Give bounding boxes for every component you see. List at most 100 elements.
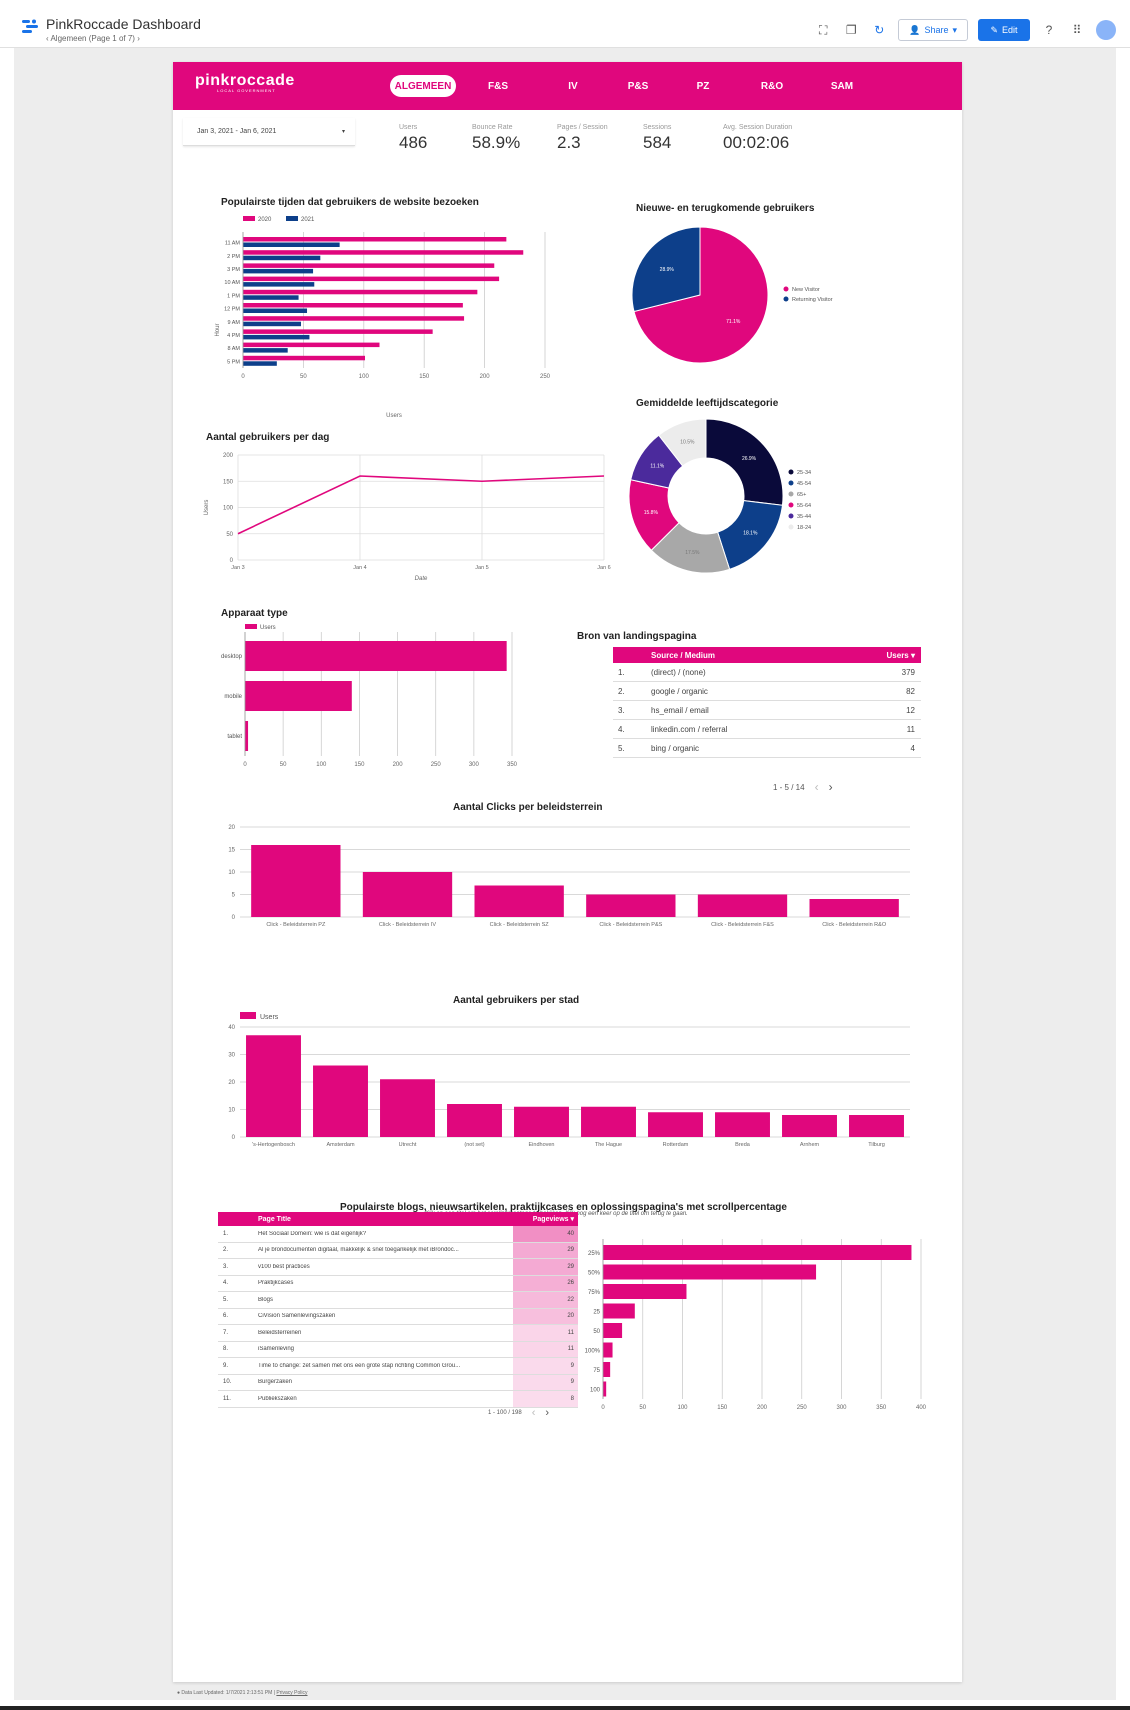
table-row[interactable]: 4. Praktijkcases 26 [218,1275,578,1292]
metric-value: 584 [643,133,672,152]
pager-text: 1 - 5 / 14 [773,782,805,792]
bar [243,255,321,261]
apps-grid-icon[interactable]: ⠿ [1072,23,1082,37]
report-title[interactable]: PinkRoccade Dashboard [46,16,201,32]
page-title[interactable]: iSamenleving [258,1346,295,1353]
metric-label: Sessions [643,124,672,131]
chevron-left-icon[interactable]: ‹ [814,780,819,794]
pencil-icon: ✎ [990,24,999,35]
hours-bar-chart[interactable]: 2020 2021 0 50 100 150 200 250 11 AM 2 PM 3 PM 10 A… [211,210,571,420]
page-title-header[interactable]: Page Title [258,1215,291,1223]
y-tick-label: 20 [228,1080,235,1086]
table-row[interactable]: 5. Blogs 22 [218,1292,578,1309]
chevron-left-icon[interactable]: ‹ [531,1407,536,1419]
fullscreen-icon[interactable]: ⛶ [819,22,828,37]
page-title[interactable]: CiVision Samenlevingszaken [258,1313,336,1320]
city-bar-chart[interactable]: Users 0 10 20 30 40 's-Hertogenbosch Amsterdam U… [218,1012,918,1147]
pie-slice [631,226,701,313]
date-range-picker[interactable]: Jan 3, 2021 - Jan 6, 2021 ▾ [183,118,355,146]
page-title[interactable]: Publiekszaken [258,1395,297,1402]
x-tick-label: 300 [836,1405,847,1411]
nav-tab-3[interactable]: P&S [627,80,649,92]
table-row[interactable]: 2. Al je brondocumenten digitaal, makkeli… [218,1242,578,1259]
device-bar-chart[interactable]: Users 0 50 100 150 200 250 300 350 desktop mobile t… [213,622,543,772]
table-row[interactable]: 2. google / organic 82 [613,682,921,701]
table-row[interactable]: 1. (direct) / (none) 379 [613,663,921,682]
users-header[interactable]: Users ▾ [886,650,915,660]
row-number: 5. [618,743,625,753]
avatar[interactable] [1096,20,1116,40]
page-navigator[interactable]: ‹ Algemeen (Page 1 of 7) › [46,34,140,43]
bar [603,1362,611,1377]
x-tick-label: Jan 5 [475,565,488,571]
table-row[interactable]: 4. linkedin.com / referral 11 [613,720,921,739]
next-page-icon[interactable]: › [137,34,140,43]
copy-icon[interactable]: ❐ [845,23,857,37]
page-title[interactable]: Time to change: zet samen met ons een gr… [258,1362,461,1369]
legend-swatch [240,1012,256,1019]
table-row[interactable]: 1. Het Sociaal Domein: wie is dat eigenli… [218,1226,578,1243]
table-row[interactable]: 7. Beleidsterreinen 11 [218,1325,578,1342]
row-number: 1. [223,1230,229,1237]
table-header: Source / Medium Users ▾ [613,647,921,663]
table-row[interactable]: 3. v100 best practices 29 [218,1259,578,1276]
bar [447,1104,502,1137]
y-category-label: 75% [588,1290,601,1296]
clicks-bar-chart[interactable]: 0 5 10 15 20 Click - Beleidsterrein PZ Click -… [218,822,918,937]
legend-label: 65+ [797,492,806,498]
brand-subtitle: LOCAL GOVERNMENT [217,88,276,93]
privacy-policy-link[interactable]: Privacy Policy [276,1690,308,1696]
page-title[interactable]: Het Sociaal Domein: wie is dat eigenlijk… [258,1230,367,1237]
nav-tab-5[interactable]: R&O [760,80,784,92]
daily-line-chart[interactable]: 0 50 100 150 200 Jan 3 Jan 4 Jan 5 Jan 6 Users Dat… [198,447,618,587]
slice-value-label: 17.5% [685,550,700,556]
nav-tab-0[interactable]: ALGEMEEN [390,75,456,97]
help-icon[interactable]: ? [1045,23,1053,37]
source-header[interactable]: Source / Medium [651,650,716,660]
bar [243,342,380,348]
share-button[interactable]: 👤 Share ▾ [898,19,968,41]
age-donut-chart[interactable]: 26.9% 25-34 18.1% 45-54 17.5% 65+ 15.8% 55-64 11… [628,414,868,584]
prev-page-icon[interactable]: ‹ [46,34,49,43]
nav-tab-2[interactable]: IV [568,80,578,92]
scroll-bar-chart[interactable]: 0 50 100 150 200 250 300 350 400 25% 50% 75% 25 50 100… [573,1237,933,1417]
visitors-pie-chart[interactable]: 71.1% New Visitor 28.9% Returning Visitor [628,222,868,382]
page-title[interactable]: Al je brondocumenten digitaal, makkelijk… [258,1247,459,1254]
table-row[interactable]: 10. Burgerzaken 9 [218,1374,578,1391]
chevron-right-icon[interactable]: › [828,780,833,794]
nav-tab-6[interactable]: SAM [830,80,854,92]
table-row[interactable]: 8. iSamenleving 11 [218,1341,578,1358]
pageviews-header[interactable]: Pageviews ▾ [532,1216,574,1223]
legend-label: 25-34 [797,470,811,476]
toolbar: ⛶ ❐ ↻ 👤 Share ▾ ✎ Edit ? ⠿ [814,18,1116,42]
page-title[interactable]: Burgerzaken [258,1379,293,1386]
chevron-down-icon[interactable]: ▾ [952,24,957,35]
y-tick-label: 0 [232,1135,236,1141]
pageviews-value: 26 [513,1275,578,1291]
nav-tab-1[interactable]: F&S [488,80,508,92]
refresh-icon[interactable]: ↻ [874,23,885,37]
table-row[interactable]: 11. Publiekszaken 8 [218,1391,578,1408]
page-title[interactable]: Blogs [258,1296,274,1303]
table-row[interactable]: 6. CiVision Samenlevingszaken 20 [218,1308,578,1325]
legend-label: 55-64 [797,503,811,509]
table-row[interactable]: 5. bing / organic 4 [613,739,921,758]
page-title[interactable]: Beleidsterreinen [258,1329,302,1336]
x-tick-label: 50 [280,762,287,768]
x-tick-label: 400 [916,1405,927,1411]
source-medium: bing / organic [651,743,700,753]
page-title[interactable]: v100 best practices [258,1263,310,1270]
x-tick-label: 150 [717,1405,728,1411]
report-page: pinkroccade LOCAL GOVERNMENT ALGEMEEN F&S… [173,62,962,1682]
table-row[interactable]: 9. Time to change: zet samen met ons een … [218,1358,578,1375]
data-studio-logo-icon[interactable] [20,16,40,36]
y-category-label: 25% [588,1251,601,1257]
app-bar: PinkRoccade Dashboard ‹ Algemeen (Page 1… [0,0,1130,48]
x-category-label: Rotterdam [663,1142,689,1147]
pageviews-value: 9 [513,1358,578,1374]
chevron-right-icon[interactable]: › [545,1407,550,1419]
nav-tab-4[interactable]: PZ [696,80,710,92]
page-title[interactable]: Praktijkcases [258,1280,294,1287]
table-row[interactable]: 3. hs_email / email 12 [613,701,921,720]
edit-button[interactable]: ✎ Edit [978,19,1030,41]
